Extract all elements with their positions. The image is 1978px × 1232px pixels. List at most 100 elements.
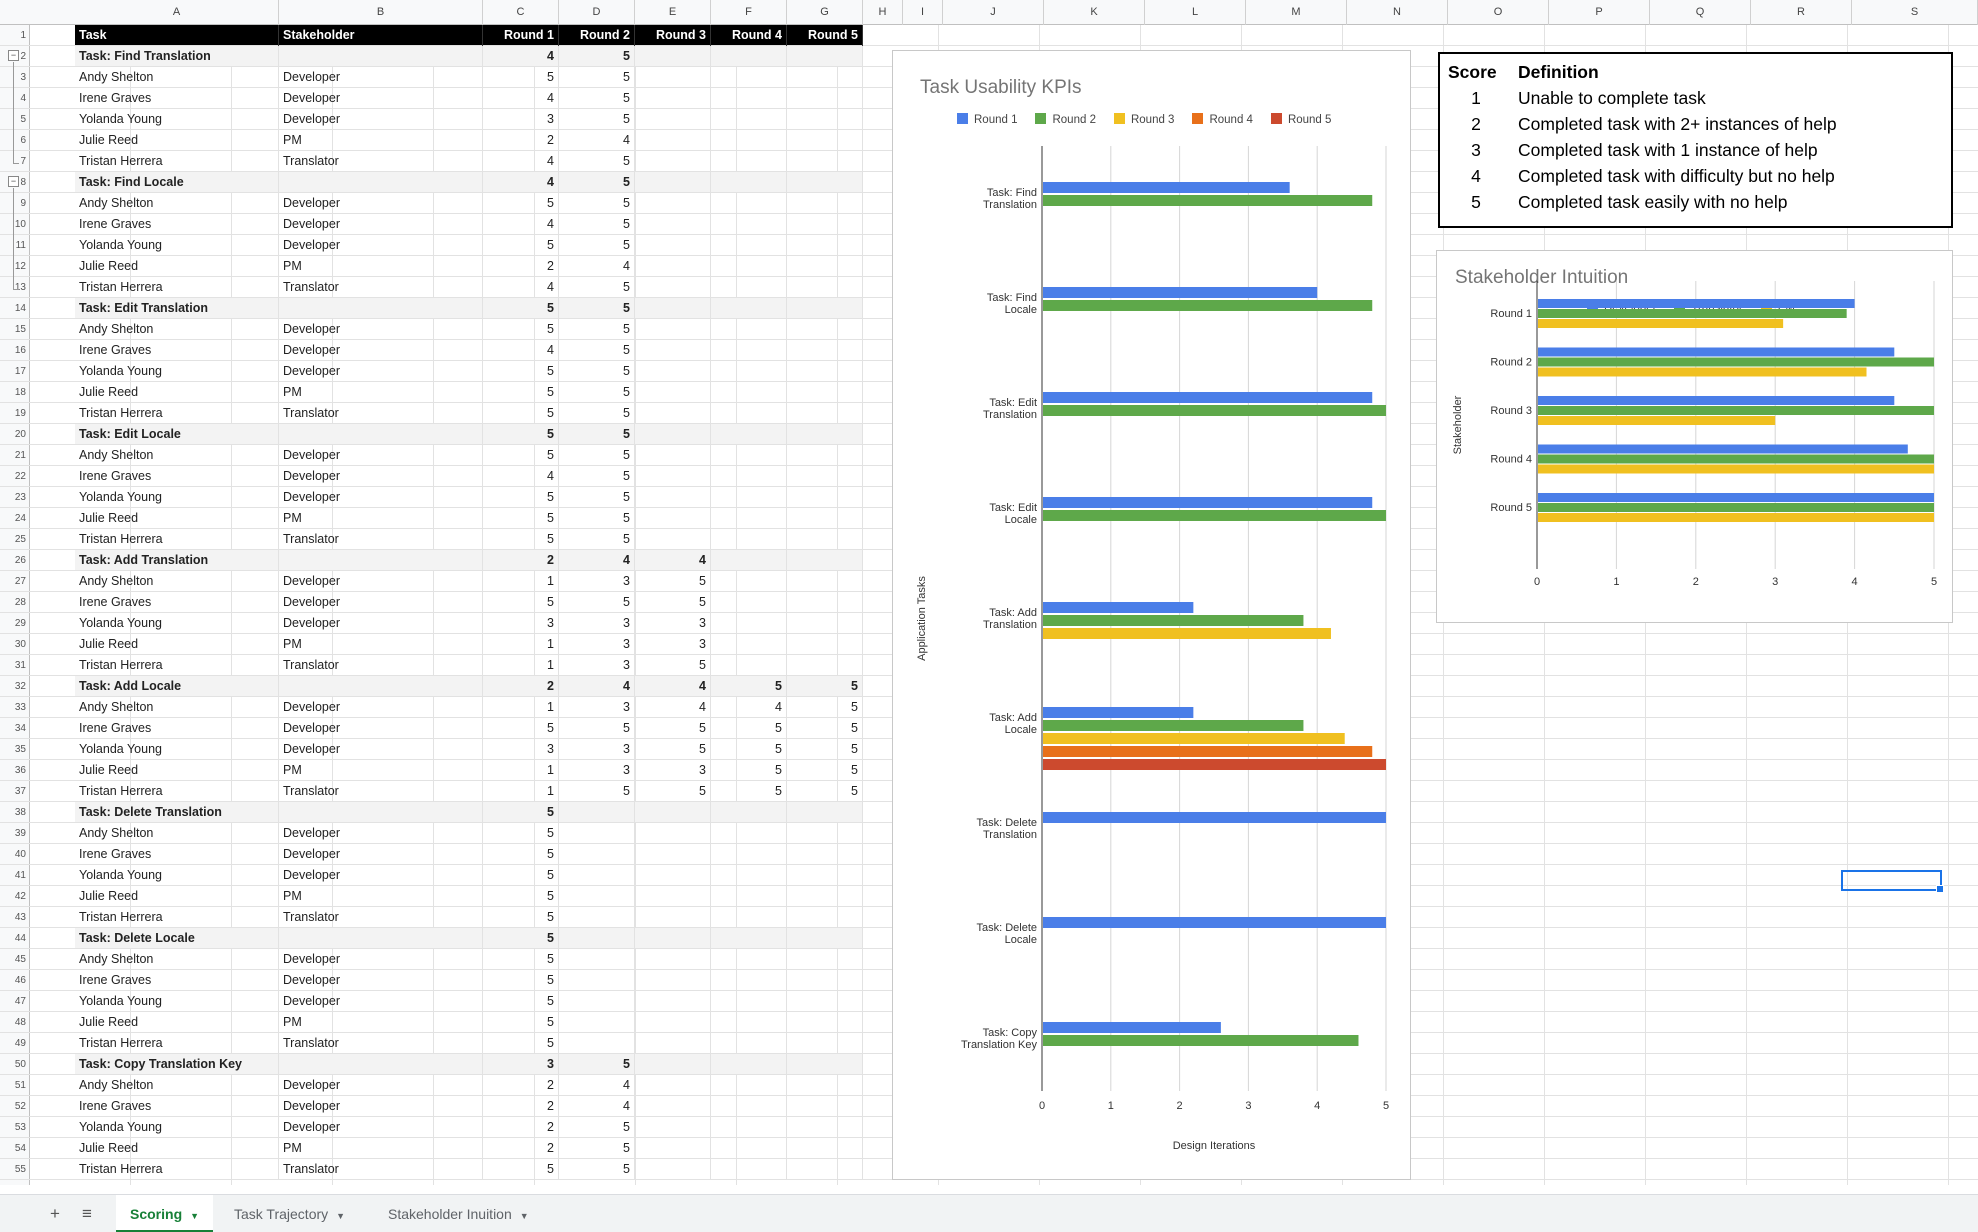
table-cell[interactable] (635, 235, 711, 256)
column-header[interactable]: Q (1650, 0, 1751, 25)
table-cell[interactable] (711, 256, 787, 277)
row-number[interactable]: 55 (0, 1159, 30, 1180)
table-cell[interactable]: PM (279, 760, 483, 781)
table-cell[interactable]: Julie Reed (75, 1012, 279, 1033)
bar[interactable] (1538, 319, 1784, 328)
table-cell[interactable] (711, 487, 787, 508)
table-cell[interactable]: 5 (559, 718, 635, 739)
row-number[interactable]: 49 (0, 1033, 30, 1054)
table-cell[interactable] (787, 529, 863, 550)
table-cell[interactable]: 4 (711, 697, 787, 718)
table-cell[interactable] (787, 844, 863, 865)
table-cell[interactable] (635, 130, 711, 151)
table-cell[interactable]: 5 (559, 214, 635, 235)
table-cell[interactable] (711, 172, 787, 193)
row-number[interactable]: 8 (0, 172, 30, 193)
table-cell[interactable] (559, 823, 635, 844)
table-cell[interactable] (635, 1075, 711, 1096)
table-cell[interactable]: 2 (483, 1096, 559, 1117)
table-cell[interactable]: Developer (279, 970, 483, 991)
table-cell[interactable] (787, 508, 863, 529)
table-cell[interactable] (711, 151, 787, 172)
table-cell[interactable]: Developer (279, 319, 483, 340)
table-cell[interactable]: 5 (559, 109, 635, 130)
row-number[interactable]: 26 (0, 550, 30, 571)
table-cell[interactable] (711, 340, 787, 361)
row-number[interactable]: 30 (0, 634, 30, 655)
table-cell[interactable]: Irene Graves (75, 214, 279, 235)
row-number[interactable]: 1 (0, 25, 30, 46)
table-cell[interactable]: 5 (787, 760, 863, 781)
table-cell[interactable]: Andy Shelton (75, 67, 279, 88)
column-header[interactable]: E (635, 0, 711, 25)
table-cell[interactable]: Andy Shelton (75, 949, 279, 970)
table-cell[interactable] (711, 1054, 787, 1075)
stakeholder-intuition-chart[interactable]: Stakeholder Intuition DeveloperTranslato… (1436, 250, 1953, 623)
column-header[interactable]: M (1246, 0, 1347, 25)
row-number[interactable]: 32 (0, 676, 30, 697)
table-cell[interactable] (711, 865, 787, 886)
table-cell[interactable] (711, 67, 787, 88)
table-cell[interactable]: 5 (483, 424, 559, 445)
row-number[interactable]: 51 (0, 1075, 30, 1096)
column-header[interactable]: I (903, 0, 943, 25)
table-cell[interactable] (711, 592, 787, 613)
table-cell[interactable]: 5 (559, 193, 635, 214)
table-cell[interactable]: Yolanda Young (75, 739, 279, 760)
table-cell[interactable] (559, 844, 635, 865)
table-cell[interactable]: Developer (279, 718, 483, 739)
table-cell[interactable]: 5 (787, 718, 863, 739)
table-cell[interactable]: 5 (559, 1054, 635, 1075)
table-cell[interactable]: 4 (483, 466, 559, 487)
table-cell[interactable] (787, 109, 863, 130)
table-cell[interactable]: Developer (279, 193, 483, 214)
table-cell[interactable] (559, 1012, 635, 1033)
table-cell[interactable] (711, 949, 787, 970)
column-header[interactable]: N (1347, 0, 1448, 25)
table-cell[interactable] (787, 172, 863, 193)
table-cell[interactable] (787, 634, 863, 655)
bar[interactable] (1538, 444, 1908, 454)
table-cell[interactable]: 1 (483, 760, 559, 781)
table-cell[interactable]: Irene Graves (75, 1096, 279, 1117)
row-number[interactable]: 19 (0, 403, 30, 424)
table-cell[interactable] (711, 550, 787, 571)
table-cell[interactable]: 5 (711, 760, 787, 781)
table-cell[interactable]: Translator (279, 151, 483, 172)
table-cell[interactable] (711, 361, 787, 382)
table-cell[interactable]: 5 (559, 592, 635, 613)
bar[interactable] (1043, 1035, 1359, 1046)
table-cell[interactable] (711, 907, 787, 928)
row-number[interactable]: 12 (0, 256, 30, 277)
row-number[interactable]: 31 (0, 655, 30, 676)
table-cell[interactable]: 3 (559, 571, 635, 592)
table-cell[interactable]: Task: Edit Locale (75, 424, 279, 445)
table-cell[interactable]: 5 (483, 970, 559, 991)
bar[interactable] (1043, 300, 1373, 311)
row-number[interactable]: 50 (0, 1054, 30, 1075)
bar[interactable] (1538, 416, 1776, 425)
table-cell[interactable] (279, 802, 483, 823)
table-cell[interactable]: Translator (279, 277, 483, 298)
table-cell[interactable]: 5 (559, 340, 635, 361)
row-number[interactable]: 24 (0, 508, 30, 529)
column-header[interactable]: C (483, 0, 559, 25)
table-cell[interactable]: 5 (787, 739, 863, 760)
table-cell[interactable]: Julie Reed (75, 760, 279, 781)
table-cell[interactable]: Irene Graves (75, 340, 279, 361)
table-cell[interactable]: Yolanda Young (75, 991, 279, 1012)
table-cell[interactable]: Irene Graves (75, 718, 279, 739)
row-number[interactable]: 33 (0, 697, 30, 718)
table-cell[interactable]: 5 (559, 1138, 635, 1159)
table-cell[interactable]: 5 (483, 445, 559, 466)
table-cell[interactable] (787, 298, 863, 319)
table-cell[interactable]: 1 (483, 634, 559, 655)
table-cell[interactable] (711, 886, 787, 907)
row-number[interactable]: 52 (0, 1096, 30, 1117)
table-cell[interactable] (279, 298, 483, 319)
table-cell[interactable] (787, 1117, 863, 1138)
table-cell[interactable]: 4 (559, 550, 635, 571)
table-cell[interactable]: 5 (483, 382, 559, 403)
table-cell[interactable] (635, 928, 711, 949)
table-cell[interactable]: 5 (559, 424, 635, 445)
